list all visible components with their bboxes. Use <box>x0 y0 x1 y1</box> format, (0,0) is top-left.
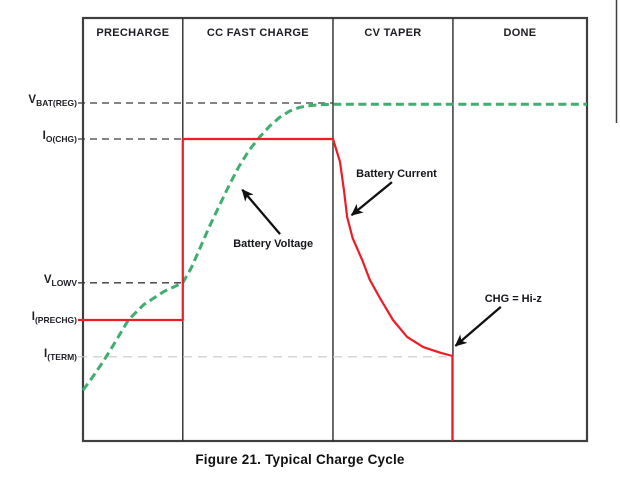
axis-label-main: V <box>43 273 52 286</box>
axis-label-main: I <box>44 347 48 360</box>
axis-label-subscript: (PRECHG) <box>34 315 77 326</box>
axis-label-subscript: (TERM) <box>47 351 77 362</box>
axis-label-main: I <box>31 311 35 324</box>
axis-label-subscript: LOWV <box>51 277 78 288</box>
annotation-chg-hi-z: CHG = Hi-z <box>484 292 542 305</box>
axis-label-vbatreg: VBAT(REG) <box>0 94 77 109</box>
axis-label-main: I <box>42 129 46 142</box>
axis-label-vlowv: VLOWV <box>0 273 78 288</box>
annotation-arrow-2 <box>454 306 502 347</box>
phase-label-done: DONE <box>503 27 537 39</box>
annotation-arrow-0 <box>241 188 281 235</box>
annotation-arrow-1 <box>350 181 393 217</box>
annotation-battery-current: Battery Current <box>356 168 437 181</box>
phase-label-precharge: PRECHARGE <box>96 27 170 39</box>
axis-label-main: V <box>28 94 37 107</box>
axis-label-iprechg: I(PRECHG) <box>0 311 77 326</box>
axis-label-iterm: I(TERM) <box>0 347 77 362</box>
figure-caption: Figure 21. Typical Charge Cycle <box>195 452 405 467</box>
axis-label-subscript: O(CHG) <box>45 133 77 144</box>
phase-label-cc-fast-charge: CC FAST CHARGE <box>206 27 309 39</box>
phase-label-cv-taper: CV TAPER <box>364 27 422 39</box>
plot-border <box>81 16 589 443</box>
battery-voltage-curve <box>81 102 587 392</box>
battery-current-curve <box>78 137 454 441</box>
axis-label-subscript: BAT(REG) <box>36 98 77 109</box>
axis-label-iochg: IO(CHG) <box>0 129 77 144</box>
annotation-battery-voltage: Battery Voltage <box>233 237 314 250</box>
